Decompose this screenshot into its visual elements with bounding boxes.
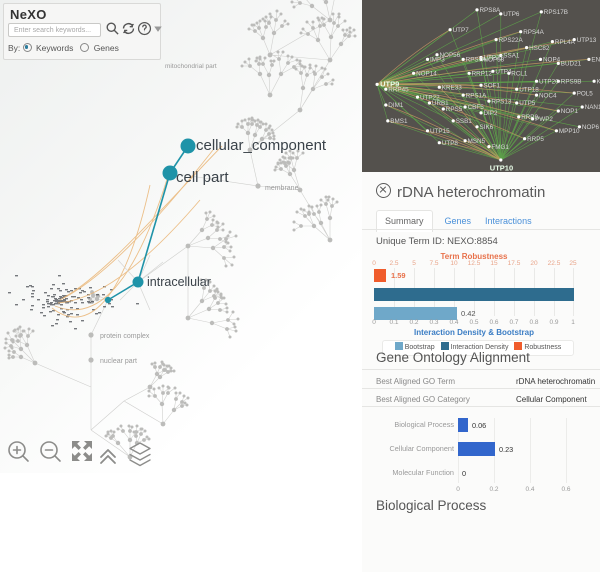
- svg-text:UTP10: UTP10: [490, 164, 513, 173]
- svg-text:protein complex: protein complex: [100, 333, 150, 340]
- svg-text:PWP2: PWP2: [535, 116, 553, 123]
- svg-text:NOP58: NOP58: [484, 57, 505, 64]
- svg-text:mitochondrial part: mitochondrial part: [165, 63, 217, 70]
- svg-text:RPS22A: RPS22A: [499, 37, 524, 44]
- svg-text:UTP6: UTP6: [503, 11, 520, 18]
- svg-text:UTP20: UTP20: [539, 78, 559, 85]
- svg-text:RCL1: RCL1: [511, 71, 528, 78]
- svg-text:SIK6: SIK6: [480, 124, 494, 131]
- svg-text:KR: KR: [597, 78, 600, 85]
- svg-text:SSA1: SSA1: [503, 53, 520, 60]
- svg-text:NOP1: NOP1: [561, 108, 579, 115]
- svg-text:IMP3: IMP3: [430, 57, 445, 64]
- svg-text:UTP9: UTP9: [380, 80, 399, 89]
- svg-text:RPS5: RPS5: [446, 106, 463, 113]
- svg-text:UTP5: UTP5: [519, 100, 536, 107]
- svg-text:RPS17B: RPS17B: [544, 9, 568, 16]
- svg-text:membrane: membrane: [265, 185, 299, 192]
- svg-text:RPS13: RPS13: [491, 98, 511, 105]
- svg-text:RRP12: RRP12: [472, 71, 493, 78]
- svg-text:DIM1: DIM1: [388, 102, 404, 109]
- svg-text:UTP7: UTP7: [453, 27, 470, 34]
- svg-text:NOP14: NOP14: [416, 71, 437, 78]
- svg-text:UTP13: UTP13: [577, 37, 597, 44]
- svg-text:RPS8A: RPS8A: [480, 7, 501, 14]
- svg-text:RPS1A: RPS1A: [466, 92, 487, 99]
- svg-text:UTP4: UTP4: [495, 69, 512, 76]
- svg-text:DIP2: DIP2: [484, 110, 498, 117]
- svg-text:RPS4A: RPS4A: [523, 29, 544, 36]
- svg-text:UTP18: UTP18: [519, 86, 539, 93]
- svg-text:UTP15: UTP15: [430, 128, 450, 135]
- svg-text:CBF5: CBF5: [468, 104, 485, 111]
- svg-text:UTP8: UTP8: [442, 140, 459, 147]
- svg-text:BMS1: BMS1: [390, 118, 408, 125]
- svg-text:nuclear part: nuclear part: [100, 358, 137, 365]
- svg-text:NOP4: NOP4: [543, 57, 561, 64]
- svg-text:ENP1: ENP1: [591, 57, 600, 64]
- svg-text:RPL4A: RPL4A: [555, 39, 576, 46]
- svg-text:MPP10: MPP10: [559, 128, 580, 135]
- svg-text:FMG1: FMG1: [491, 144, 509, 151]
- svg-text:RPS9B: RPS9B: [561, 78, 582, 85]
- svg-text:HSC82: HSC82: [529, 45, 550, 52]
- svg-text:cellular_component: cellular_component: [196, 137, 327, 154]
- svg-text:MSN5: MSN5: [468, 138, 486, 145]
- svg-text:NAN1: NAN1: [585, 104, 600, 111]
- svg-text:BUD21: BUD21: [561, 61, 582, 68]
- svg-text:SSB1: SSB1: [456, 118, 473, 125]
- svg-text:POL5: POL5: [577, 90, 594, 97]
- svg-text:SOF1: SOF1: [484, 82, 501, 89]
- svg-text:cell part: cell part: [176, 169, 229, 186]
- svg-text:NOP6: NOP6: [582, 124, 600, 131]
- svg-text:KRE33: KRE33: [442, 84, 462, 91]
- svg-text:NOC4: NOC4: [539, 92, 557, 99]
- svg-text:intracellular: intracellular: [147, 275, 211, 289]
- svg-text:RRP5: RRP5: [527, 136, 544, 143]
